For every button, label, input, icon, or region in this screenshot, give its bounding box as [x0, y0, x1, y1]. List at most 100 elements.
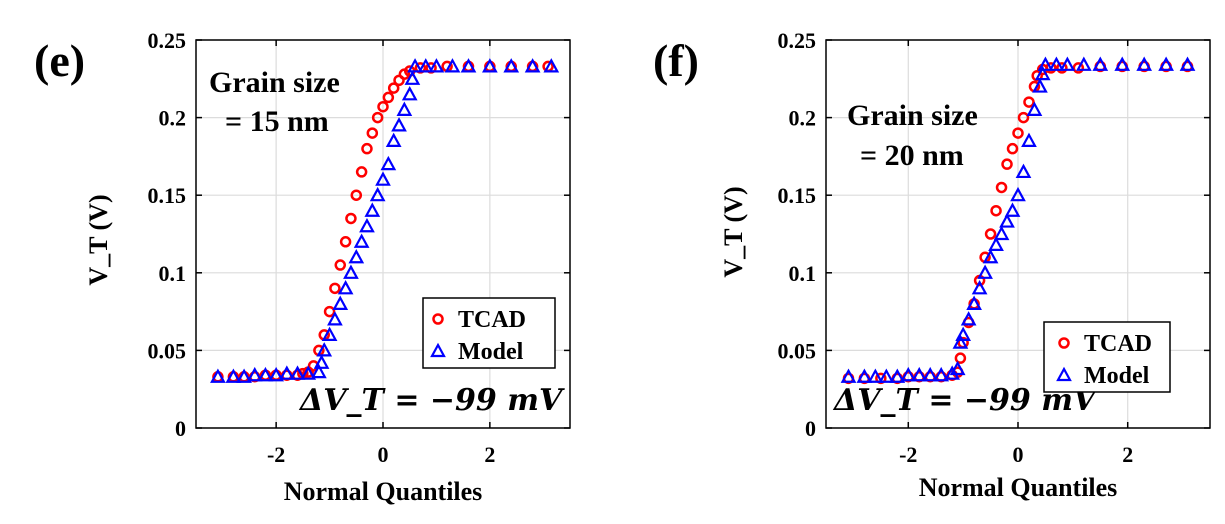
y-tick-label-e: 0.2: [159, 106, 187, 131]
model-point-f: [1179, 56, 1196, 71]
grain-size-value-f: = 20 nm: [860, 139, 964, 172]
y-tick-label-e: 0.05: [148, 338, 187, 363]
plot-area-e: -2 0 2 0 0.05 0.1 0.15 0.2 0.25: [148, 28, 571, 467]
y-axis-title-f: V_T (V): [719, 186, 748, 277]
legend-tcad-label-e: TCAD: [458, 307, 526, 333]
model-point-f: [900, 366, 917, 382]
legend-model-marker-e: [430, 342, 446, 358]
model-point-f: [1136, 56, 1153, 71]
model-point-e: [353, 233, 370, 248]
x-tick-label-f: 2: [1122, 442, 1133, 467]
model-point-f: [1015, 163, 1032, 179]
model-point-f: [911, 366, 928, 382]
grain-size-label-e: Grain size: [209, 66, 340, 99]
model-point-f: [960, 311, 977, 326]
model-point-e: [380, 155, 397, 171]
y-tick-label-f: 0.15: [778, 183, 817, 208]
model-point-f: [1034, 65, 1051, 81]
model-point-e: [289, 365, 306, 380]
tcad-point-f: [1001, 158, 1013, 170]
model-point-e: [278, 365, 295, 380]
model-point-e: [327, 311, 343, 326]
panel-label-e: (e): [34, 35, 85, 86]
model-point-e: [401, 86, 418, 101]
tcad-point-e: [387, 82, 400, 94]
x-axis-title-e: Normal Quantiles: [284, 477, 483, 506]
model-point-e: [460, 58, 477, 73]
tcad-point-f: [1012, 127, 1024, 139]
model-point-f: [1092, 56, 1109, 71]
model-point-e: [337, 280, 354, 295]
model-point-e: [225, 368, 242, 383]
model-point-e: [503, 58, 520, 73]
y-axis-title-e: V_T (V): [84, 194, 113, 285]
legend-model-label-f: Model: [1084, 363, 1150, 389]
model-point-f: [840, 368, 857, 383]
model-point-f: [1032, 78, 1048, 93]
model-point-f: [993, 225, 1010, 241]
model-point-f: [1010, 186, 1026, 202]
model-point-f: [977, 264, 993, 279]
model-point-e: [543, 58, 560, 73]
model-point-f: [971, 280, 988, 295]
model-point-f: [1021, 132, 1037, 147]
plot-area-f: -2 0 2 0 0.05 0.1 0.15 0.2 0.25: [778, 28, 1211, 467]
tcad-point-f: [954, 352, 967, 364]
legend-model-label-e: Model: [458, 339, 524, 365]
legend-model-marker-f: [1056, 366, 1072, 382]
model-point-e: [407, 58, 423, 73]
y-tick-label-f: 0: [805, 416, 816, 441]
tcad-point-e: [355, 166, 368, 178]
model-point-f: [949, 360, 966, 376]
tcad-point-e: [345, 212, 357, 225]
tcad-point-f: [1072, 62, 1085, 74]
tcad-point-f: [1056, 62, 1068, 74]
model-point-e: [316, 342, 333, 357]
tcad-point-e: [382, 91, 395, 104]
model-point-f: [856, 368, 873, 383]
model-point-e: [343, 264, 359, 279]
tcad-point-e: [377, 100, 389, 113]
model-point-e: [311, 363, 327, 379]
model-point-e: [428, 58, 445, 73]
model-point-e: [369, 186, 386, 202]
model-point-e: [236, 368, 252, 383]
model-point-e: [321, 326, 338, 341]
x-tick-label-e: -2: [267, 442, 285, 467]
y-tick-label-f: 0.25: [778, 28, 817, 53]
tcad-point-f: [1006, 142, 1019, 155]
legend-tcad-marker-f: [1058, 337, 1070, 349]
tcad-point-e: [329, 282, 341, 295]
model-point-f: [1158, 56, 1174, 71]
model-point-f: [988, 236, 1004, 251]
x-axis-title-f: Normal Quantiles: [919, 473, 1118, 502]
tcad-point-f: [1045, 62, 1057, 74]
model-point-f: [1037, 56, 1054, 71]
model-point-e: [359, 217, 375, 233]
model-point-e: [391, 117, 407, 132]
model-point-f: [867, 368, 884, 383]
model-point-e: [313, 354, 330, 369]
panel-e: (e) -2 0 2 0 0.05 0.1 0.15 0.2 0.25 Grain size =…: [34, 28, 571, 506]
model-point-f: [955, 326, 971, 341]
model-point-e: [396, 101, 413, 116]
model-point-e: [300, 365, 317, 380]
legend-f: TCAD Model: [1043, 321, 1171, 393]
model-point-e: [257, 366, 274, 382]
model-point-f: [966, 295, 982, 310]
model-point-f: [952, 334, 969, 349]
panel-label-f: (f): [653, 35, 699, 86]
model-point-f: [982, 248, 999, 264]
tcad-point-f: [1017, 111, 1030, 124]
grain-size-value-e: = 15 nm: [225, 105, 329, 138]
model-point-e: [348, 248, 365, 264]
model-point-e: [417, 58, 434, 73]
y-tick-label-e: 0.15: [148, 183, 187, 208]
model-point-f: [1048, 56, 1065, 71]
tcad-point-f: [990, 204, 1002, 217]
model-point-e: [364, 202, 381, 217]
model-point-f: [1059, 56, 1076, 71]
model-point-e: [210, 368, 226, 383]
model-point-e: [482, 58, 498, 73]
